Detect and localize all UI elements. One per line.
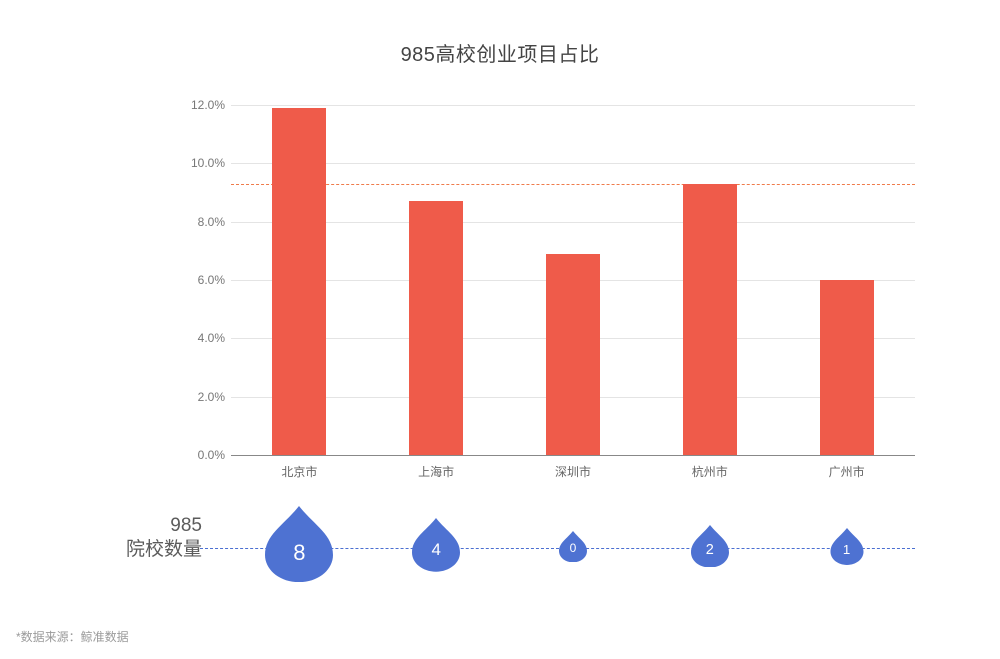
drop-marker: 4 xyxy=(412,518,460,572)
x-tick-label: 北京市 xyxy=(281,463,317,480)
y-tick-label: 2.0% xyxy=(165,390,225,404)
gridline xyxy=(231,455,915,456)
x-tick-label: 深圳市 xyxy=(555,463,591,480)
y-tick-label: 4.0% xyxy=(165,331,225,345)
drop-count: 4 xyxy=(431,540,440,560)
gridline xyxy=(231,222,915,223)
bar xyxy=(820,280,874,455)
drop-count: 8 xyxy=(293,540,305,566)
gridline xyxy=(231,163,915,164)
gridline xyxy=(231,105,915,106)
drop-count: 0 xyxy=(570,541,577,555)
drop-marker: 2 xyxy=(691,525,729,568)
bar xyxy=(272,108,326,455)
data-source-footnote: *数据来源：鲸准数据 xyxy=(16,628,129,645)
drop-count: 2 xyxy=(706,542,714,558)
y-tick-label: 0.0% xyxy=(165,448,225,462)
y-tick-label: 8.0% xyxy=(165,215,225,229)
chart-title: 985高校创业项目占比 xyxy=(0,38,1000,67)
x-tick-label: 上海市 xyxy=(418,463,454,480)
y-tick-label: 10.0% xyxy=(165,156,225,170)
drop-row-label: 985院校数量 xyxy=(98,514,202,562)
drop-marker: 0 xyxy=(559,531,587,562)
bar xyxy=(683,184,737,455)
drop-row: 985院校数量 8 4 0 2 1 xyxy=(0,500,1000,580)
x-tick-label: 杭州市 xyxy=(692,463,728,480)
drop-count: 1 xyxy=(843,542,850,557)
bar xyxy=(546,254,600,455)
bar xyxy=(409,201,463,455)
drop-marker: 1 xyxy=(830,528,863,565)
drop-marker: 8 xyxy=(265,506,333,582)
y-tick-label: 12.0% xyxy=(165,98,225,112)
x-tick-label: 广州市 xyxy=(829,463,865,480)
reference-line xyxy=(231,184,915,185)
y-tick-label: 6.0% xyxy=(165,273,225,287)
bar-chart-area: 0.0%2.0%4.0%6.0%8.0%10.0%12.0%北京市上海市深圳市杭… xyxy=(215,105,915,455)
